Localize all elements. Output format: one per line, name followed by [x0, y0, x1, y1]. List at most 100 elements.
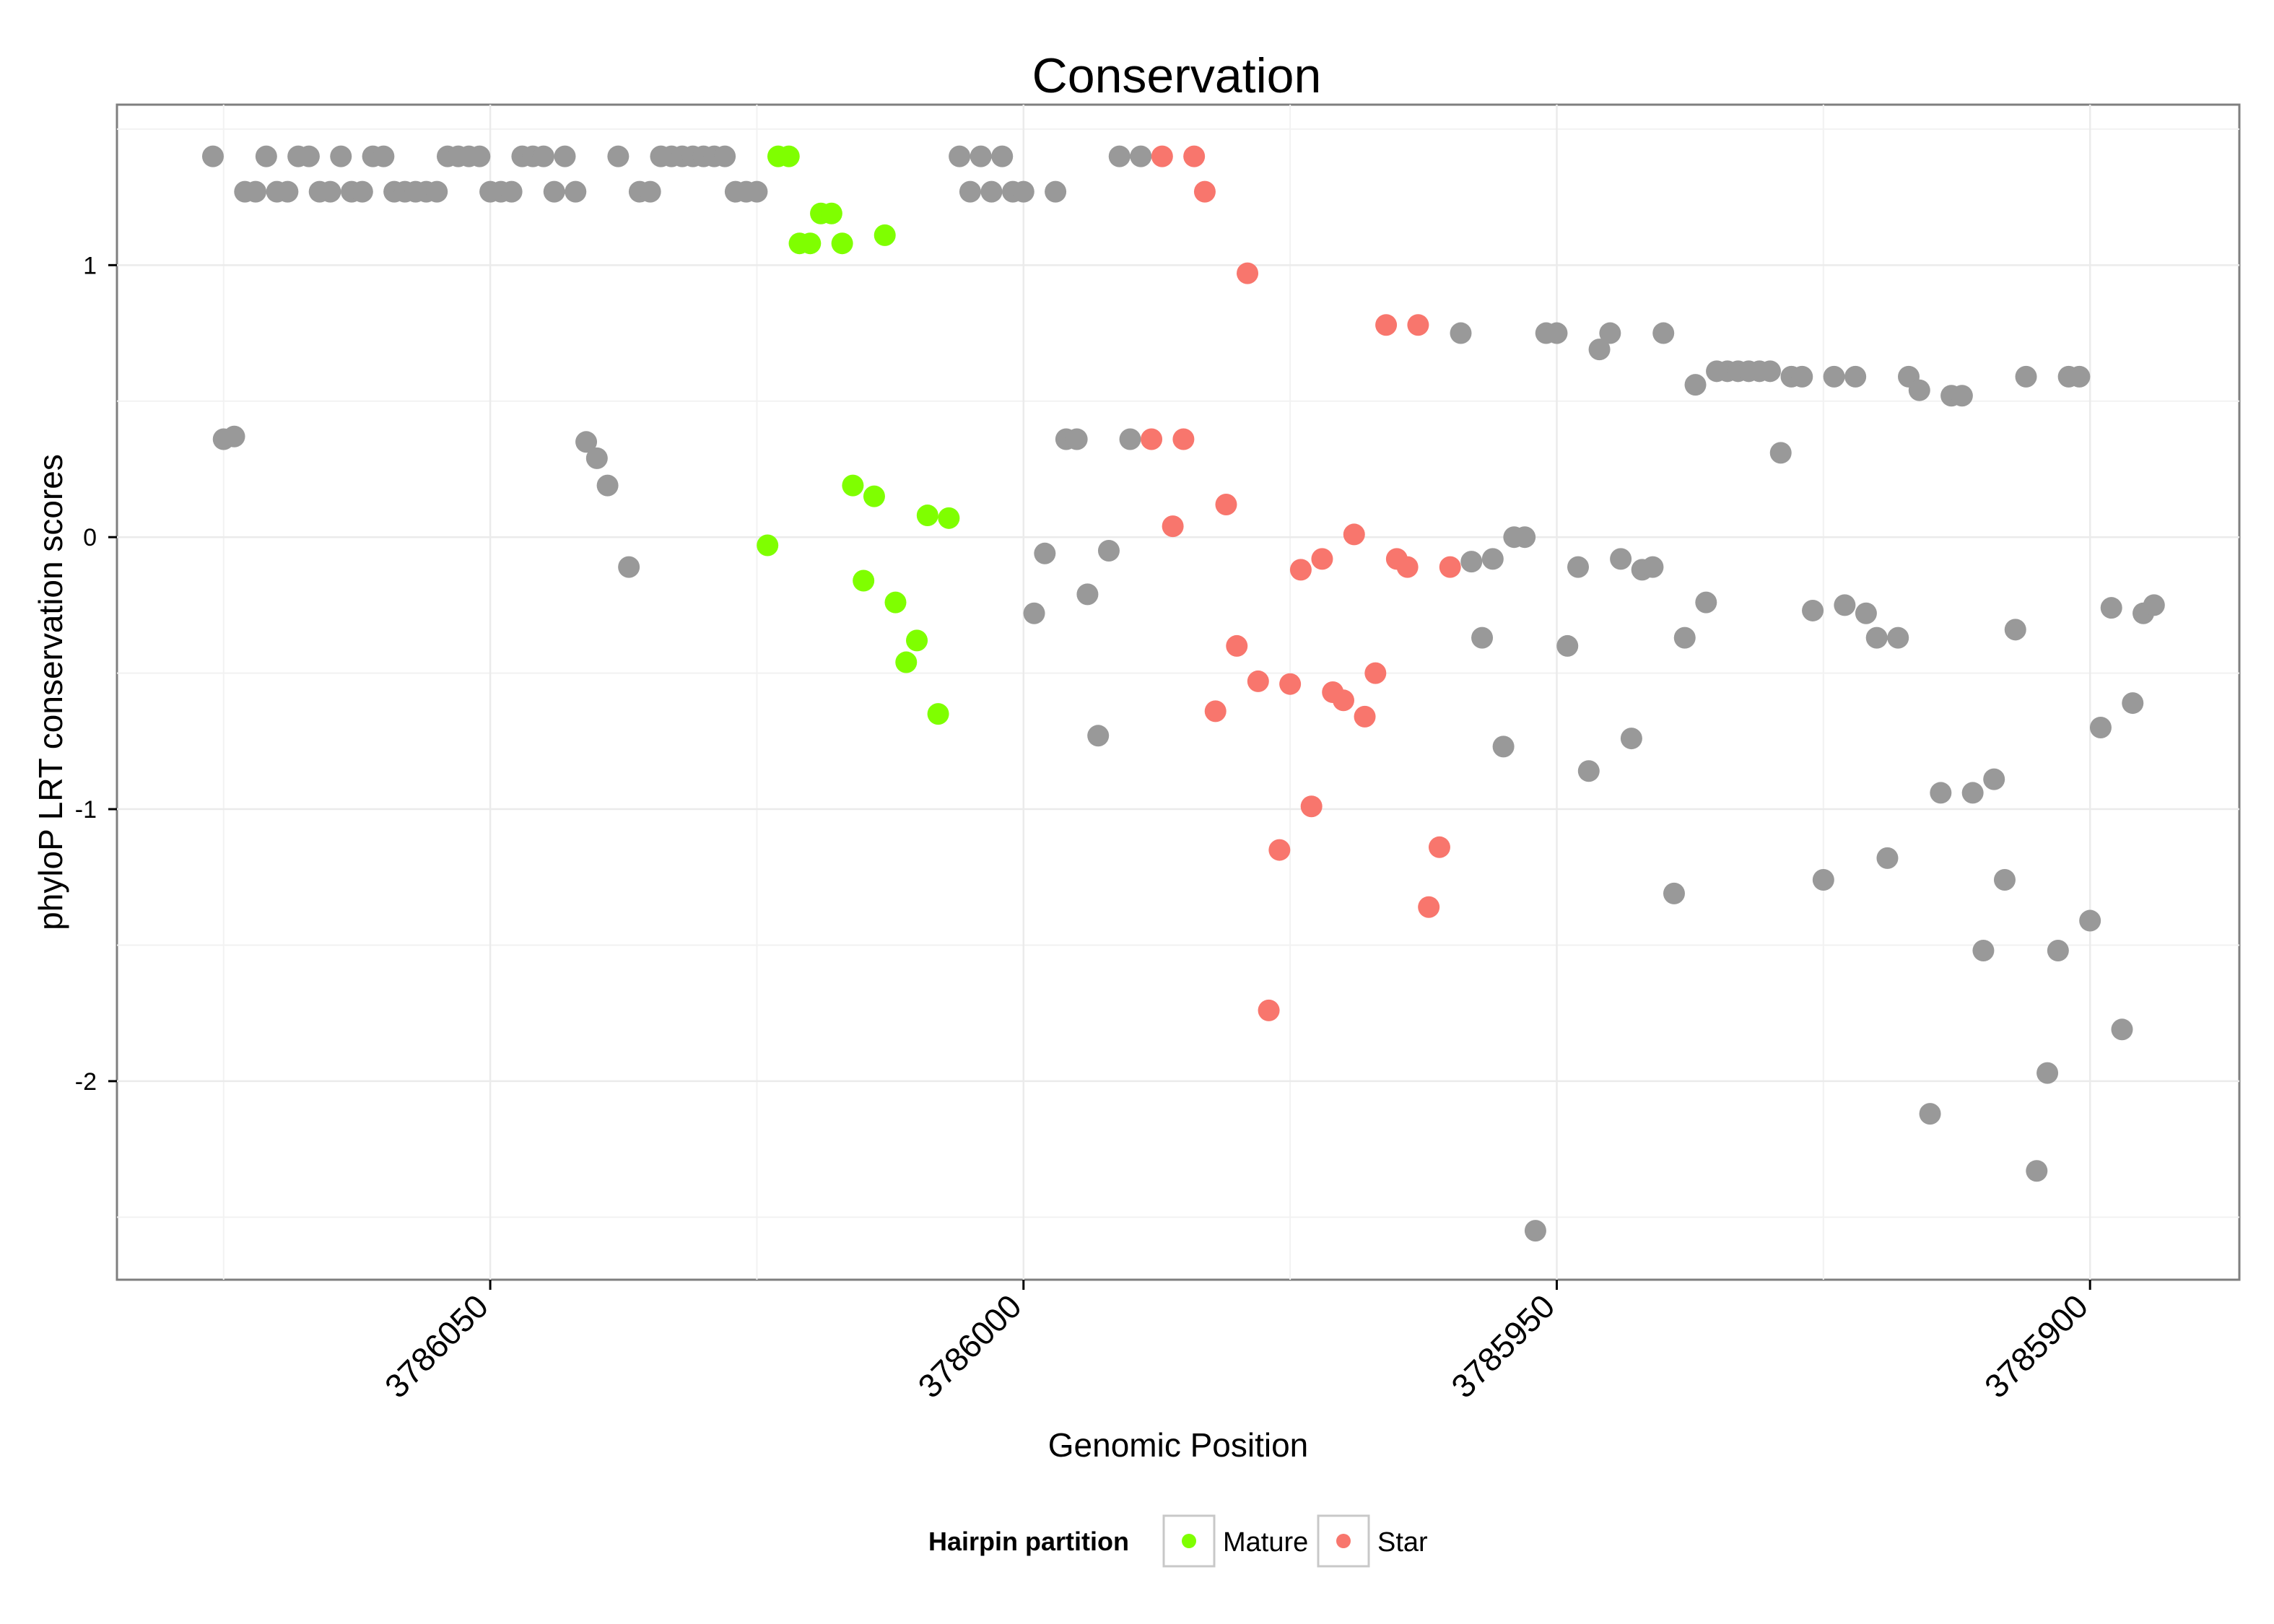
point-mature [884, 591, 907, 614]
point-other [1802, 599, 1824, 621]
point-other [1066, 428, 1088, 450]
point-mature [863, 485, 885, 507]
point-other [607, 145, 630, 167]
y-tick-label: -1 [75, 796, 97, 824]
point-other [1908, 379, 1930, 401]
point-other [2004, 619, 2026, 641]
point-star [1151, 145, 1173, 167]
point-other [1076, 583, 1099, 606]
point-other [1524, 1220, 1546, 1242]
point-other [1834, 594, 1856, 616]
point-other [1887, 627, 1909, 649]
point-other [330, 145, 352, 167]
legend: Hairpin partition Mature Star [928, 1514, 1428, 1568]
point-other [1876, 847, 1899, 869]
point-other [1930, 782, 1952, 804]
point-other [980, 180, 1003, 203]
point-other [1972, 940, 1995, 962]
point-other [2026, 1160, 2048, 1182]
point-other [1130, 145, 1152, 167]
point-other [575, 431, 598, 453]
point-other [1556, 634, 1579, 657]
point-mature [820, 202, 842, 224]
point-mature [916, 505, 938, 527]
point-other [1087, 725, 1110, 747]
point-star [1439, 556, 1461, 578]
point-other [351, 180, 373, 203]
point-star [1141, 428, 1163, 450]
y-axis-title: phyloP LRT conservation scores [32, 454, 69, 930]
point-other [1481, 548, 1504, 570]
data-points [201, 145, 2165, 1242]
point-other [1514, 526, 1536, 549]
point-mature [777, 145, 800, 167]
point-star [1364, 662, 1387, 684]
point-other [1791, 365, 1813, 388]
point-other [1855, 602, 1877, 624]
point-star [1396, 556, 1419, 578]
point-mature [757, 534, 779, 556]
point-other [596, 474, 619, 497]
point-other [201, 145, 224, 167]
point-other [426, 180, 448, 203]
legend-swatch-star [1336, 1534, 1351, 1548]
point-other [373, 145, 395, 167]
chart-title: Conservation [1032, 48, 1322, 103]
point-star [1258, 999, 1280, 1021]
point-other [959, 180, 981, 203]
point-other [1865, 627, 1888, 649]
point-other [1599, 322, 1621, 344]
legend-swatch-mature [1182, 1534, 1196, 1548]
point-star [1204, 700, 1227, 722]
point-star [1183, 145, 1206, 167]
point-other [2089, 716, 2112, 738]
point-other [1450, 322, 1472, 344]
point-other [1652, 322, 1675, 344]
x-axis-title: Genomic Position [1048, 1426, 1309, 1464]
legend-label-star: Star [1377, 1527, 1428, 1558]
point-other [2036, 1062, 2059, 1084]
point-mature [842, 474, 864, 497]
point-other [543, 180, 565, 203]
point-other [1012, 180, 1034, 203]
plot-panel [116, 103, 2241, 1281]
point-other [2047, 940, 2069, 962]
grid-lines [117, 105, 2239, 1280]
point-star [1428, 836, 1450, 858]
point-mature [895, 651, 918, 673]
point-other [585, 447, 608, 469]
point-other [245, 180, 267, 203]
point-other [223, 425, 245, 448]
point-other [469, 145, 491, 167]
point-other [276, 180, 299, 203]
point-other [746, 180, 768, 203]
point-other [2079, 909, 2101, 932]
point-other [949, 145, 971, 167]
point-other [1588, 339, 1611, 361]
point-other [2143, 594, 2165, 616]
point-other [1034, 542, 1056, 564]
legend-label-mature: Mature [1223, 1527, 1308, 1558]
point-other [1577, 760, 1600, 782]
point-mature [927, 703, 949, 725]
point-star [1354, 705, 1376, 728]
point-other [1769, 442, 1792, 464]
point-other [565, 180, 587, 203]
y-tick-label: -2 [75, 1068, 97, 1096]
point-other [1610, 548, 1632, 570]
point-other [1471, 627, 1494, 649]
point-other [714, 145, 736, 167]
y-tick-label: 1 [83, 252, 97, 279]
y-tick-label: 0 [83, 524, 97, 551]
point-other [1023, 602, 1045, 624]
point-other [2068, 365, 2091, 388]
legend-title: Hairpin partition [928, 1527, 1129, 1556]
point-other [1759, 360, 1781, 383]
point-other [500, 180, 523, 203]
point-mature [938, 507, 960, 529]
point-star [1279, 673, 1302, 695]
point-other [1663, 882, 1685, 904]
point-other [1108, 145, 1131, 167]
point-star [1375, 314, 1398, 336]
